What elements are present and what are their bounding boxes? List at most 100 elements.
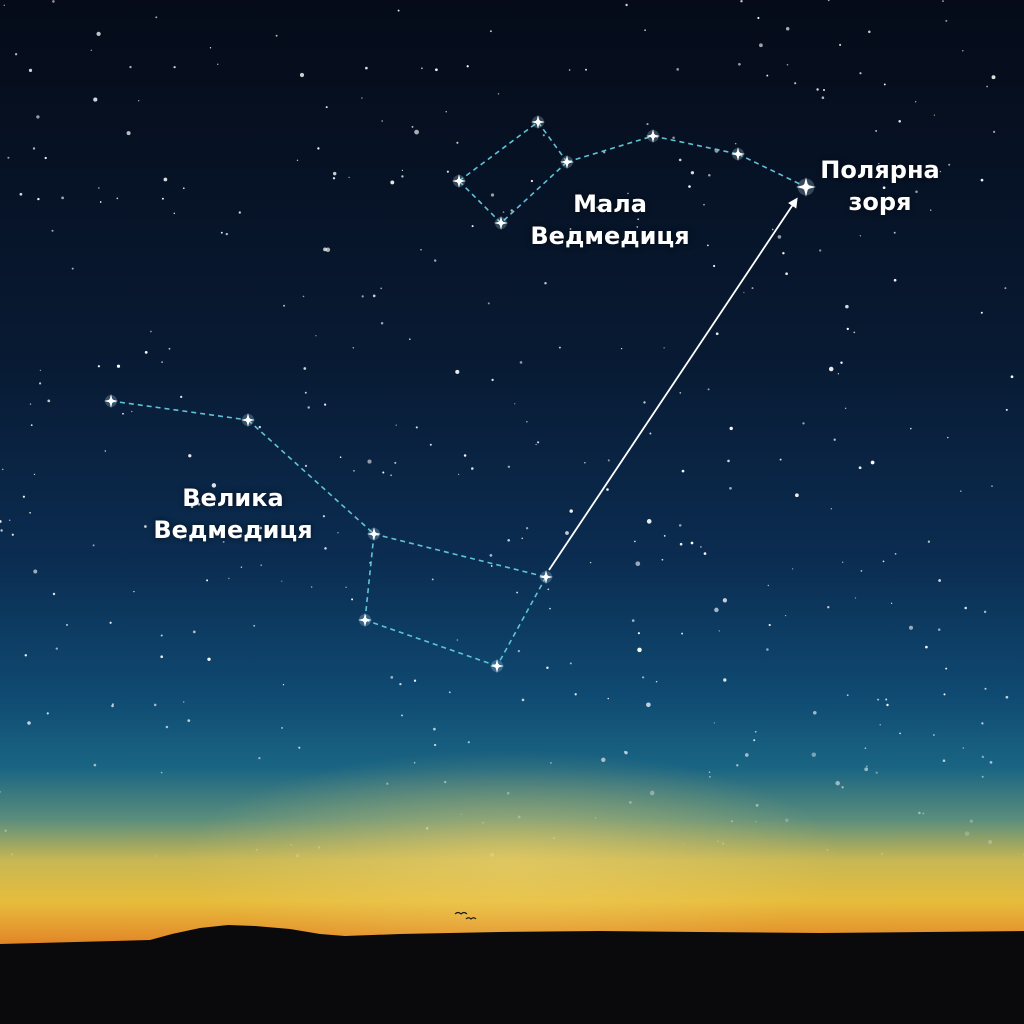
- background-star: [937, 628, 941, 631]
- background-star: [506, 791, 510, 795]
- background-star: [255, 848, 258, 851]
- background-star: [681, 632, 684, 635]
- background-star: [989, 761, 993, 764]
- background-star: [7, 156, 10, 159]
- background-star: [460, 813, 462, 816]
- background-star: [317, 147, 320, 150]
- background-star: [160, 655, 164, 659]
- background-star: [348, 176, 350, 179]
- background-star: [631, 619, 635, 622]
- background-star: [0, 520, 2, 523]
- background-star: [351, 598, 354, 601]
- background-star: [303, 367, 307, 370]
- background-star: [841, 786, 844, 789]
- background-star: [414, 129, 419, 135]
- background-star: [708, 174, 711, 177]
- constellation-star: [104, 394, 118, 408]
- background-star: [122, 412, 124, 415]
- background-star: [238, 211, 241, 214]
- background-star: [275, 34, 278, 37]
- background-star: [894, 553, 897, 555]
- background-star: [860, 570, 863, 572]
- background-star: [585, 68, 587, 71]
- background-star: [466, 65, 469, 68]
- background-star: [325, 106, 328, 109]
- background-star: [456, 141, 459, 144]
- little-dipper-segment: [500, 161, 568, 224]
- background-star: [964, 606, 967, 610]
- background-star: [785, 272, 788, 276]
- background-star: [925, 645, 928, 649]
- background-star: [361, 97, 363, 99]
- constellation-star: [494, 216, 508, 230]
- background-star: [47, 399, 51, 403]
- background-star: [646, 123, 649, 126]
- background-star: [646, 519, 652, 524]
- background-star: [339, 456, 342, 458]
- background-star: [717, 840, 719, 842]
- background-star: [304, 391, 307, 394]
- background-star: [160, 771, 163, 774]
- little-dipper-lines: [458, 121, 807, 224]
- background-star: [535, 443, 537, 446]
- background-star: [661, 558, 664, 561]
- background-star: [893, 278, 897, 282]
- background-star: [352, 347, 355, 349]
- background-star: [163, 177, 168, 182]
- background-star: [755, 804, 759, 807]
- background-star: [161, 361, 163, 363]
- background-star: [97, 187, 100, 189]
- background-star: [129, 65, 132, 69]
- background-star: [281, 580, 283, 582]
- background-star: [922, 812, 925, 815]
- background-star: [859, 235, 862, 237]
- background-star: [549, 607, 551, 610]
- background-star: [133, 590, 135, 593]
- background-star: [382, 471, 385, 474]
- little-dipper-segment: [566, 135, 654, 163]
- background-star: [90, 49, 93, 51]
- background-star: [727, 459, 730, 463]
- background-star: [179, 538, 182, 540]
- bird: [465, 917, 477, 920]
- constellation-star: [560, 155, 574, 169]
- background-star: [663, 535, 666, 537]
- background-star: [489, 554, 493, 557]
- background-star: [707, 388, 710, 391]
- background-star: [182, 187, 185, 190]
- background-star: [568, 69, 571, 71]
- background-star: [679, 542, 683, 546]
- background-star: [915, 190, 918, 193]
- background-star: [980, 178, 984, 182]
- background-star: [71, 267, 74, 270]
- background-star: [565, 531, 569, 535]
- constellation-star: [796, 177, 816, 197]
- background-star: [678, 158, 682, 162]
- background-star: [723, 678, 727, 682]
- background-star: [984, 687, 987, 690]
- background-star: [558, 346, 561, 349]
- background-star: [155, 855, 158, 857]
- background-star: [915, 101, 917, 103]
- background-star: [802, 422, 805, 425]
- background-star: [875, 129, 878, 132]
- background-star: [703, 552, 707, 555]
- background-star: [729, 426, 733, 431]
- background-star: [413, 761, 416, 764]
- background-star: [729, 486, 732, 490]
- background-star: [607, 697, 609, 700]
- background-star: [521, 698, 525, 702]
- background-star: [827, 606, 830, 609]
- background-star: [943, 693, 946, 696]
- background-star: [415, 426, 418, 429]
- background-star: [372, 294, 376, 298]
- background-star: [138, 100, 140, 102]
- background-star: [390, 180, 395, 185]
- background-star: [491, 378, 494, 382]
- background-star: [433, 743, 437, 747]
- background-star: [589, 561, 592, 564]
- background-star: [33, 569, 38, 574]
- background-star: [601, 757, 606, 762]
- background-star: [826, 848, 829, 851]
- background-star: [643, 401, 646, 404]
